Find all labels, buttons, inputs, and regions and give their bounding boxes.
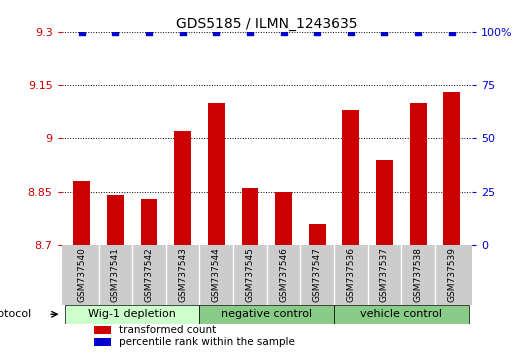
- Point: [111, 29, 120, 35]
- Point: [313, 29, 321, 35]
- Text: GSM737537: GSM737537: [380, 247, 389, 302]
- Bar: [141, 199, 157, 245]
- Text: vehicle control: vehicle control: [360, 309, 442, 319]
- Bar: [242, 188, 259, 245]
- Bar: [309, 224, 326, 245]
- Text: protocol: protocol: [0, 309, 31, 319]
- Bar: [343, 110, 359, 245]
- Point: [246, 29, 254, 35]
- Bar: [208, 103, 225, 245]
- Text: GSM737547: GSM737547: [313, 247, 322, 302]
- Bar: [200, 305, 334, 324]
- Text: GSM737539: GSM737539: [447, 247, 456, 302]
- Point: [448, 29, 456, 35]
- Text: transformed count: transformed count: [119, 325, 216, 335]
- Bar: [65, 305, 200, 324]
- Title: GDS5185 / ILMN_1243635: GDS5185 / ILMN_1243635: [176, 17, 358, 31]
- Bar: [376, 160, 393, 245]
- Text: GSM737544: GSM737544: [212, 247, 221, 302]
- Text: GSM737542: GSM737542: [145, 247, 153, 302]
- Point: [77, 29, 86, 35]
- Point: [381, 29, 389, 35]
- Text: GSM737536: GSM737536: [346, 247, 356, 302]
- Bar: [174, 131, 191, 245]
- Point: [347, 29, 355, 35]
- Bar: [94, 338, 111, 346]
- Text: GSM737545: GSM737545: [245, 247, 254, 302]
- Point: [280, 29, 288, 35]
- Bar: [410, 103, 426, 245]
- Bar: [107, 195, 124, 245]
- Text: GSM737546: GSM737546: [279, 247, 288, 302]
- Text: GSM737540: GSM737540: [77, 247, 86, 302]
- Point: [179, 29, 187, 35]
- Bar: [94, 326, 111, 334]
- Bar: [443, 92, 460, 245]
- Bar: [275, 192, 292, 245]
- Text: GSM737541: GSM737541: [111, 247, 120, 302]
- Text: Wig-1 depletion: Wig-1 depletion: [88, 309, 176, 319]
- Text: percentile rank within the sample: percentile rank within the sample: [119, 337, 295, 347]
- Bar: [73, 181, 90, 245]
- Bar: [334, 305, 468, 324]
- Text: GSM737538: GSM737538: [413, 247, 423, 302]
- Point: [414, 29, 422, 35]
- Text: GSM737543: GSM737543: [178, 247, 187, 302]
- Point: [145, 29, 153, 35]
- Point: [212, 29, 221, 35]
- Text: negative control: negative control: [221, 309, 312, 319]
